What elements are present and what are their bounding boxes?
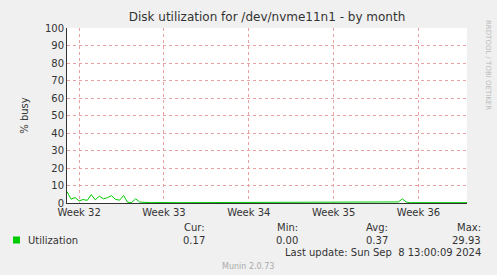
svg-text:Last update: Sun Sep 8 13:00:: Last update: Sun Sep 8 13:00:09 2024 <box>285 247 481 258</box>
svg-text:Disk utilization for /dev/nvme: Disk utilization for /dev/nvme11n1 - by … <box>129 10 406 24</box>
svg-text:Cur:: Cur: <box>184 222 205 233</box>
svg-text:Week 33: Week 33 <box>142 207 185 218</box>
svg-text:RRDTOOL / TOBI OETIKER: RRDTOOL / TOBI OETIKER <box>484 20 492 110</box>
svg-text:0.17: 0.17 <box>183 235 205 246</box>
svg-text:29.93: 29.93 <box>452 235 481 246</box>
svg-text:0.00: 0.00 <box>276 235 298 246</box>
svg-text:100: 100 <box>45 23 64 34</box>
svg-text:0.37: 0.37 <box>366 235 388 246</box>
svg-text:90: 90 <box>51 40 64 51</box>
svg-text:% busy: % busy <box>19 97 30 134</box>
svg-text:Utilization: Utilization <box>28 235 78 246</box>
svg-text:Week 34: Week 34 <box>227 207 270 218</box>
svg-text:Avg:: Avg: <box>366 222 388 233</box>
svg-text:Max:: Max: <box>457 222 481 233</box>
svg-text:40: 40 <box>51 128 64 139</box>
svg-text:60: 60 <box>51 93 64 104</box>
svg-text:20: 20 <box>51 163 64 174</box>
svg-text:80: 80 <box>51 58 64 69</box>
svg-text:Min:: Min: <box>277 222 298 233</box>
svg-text:70: 70 <box>51 75 64 86</box>
svg-text:Week 32: Week 32 <box>57 207 100 218</box>
svg-text:Week 35: Week 35 <box>312 207 355 218</box>
svg-text:Munin 2.0.73: Munin 2.0.73 <box>222 262 274 271</box>
svg-text:Week 36: Week 36 <box>397 207 440 218</box>
svg-text:10: 10 <box>51 180 64 191</box>
svg-text:0: 0 <box>58 198 64 209</box>
svg-text:30: 30 <box>51 145 64 156</box>
svg-text:50: 50 <box>51 110 64 121</box>
